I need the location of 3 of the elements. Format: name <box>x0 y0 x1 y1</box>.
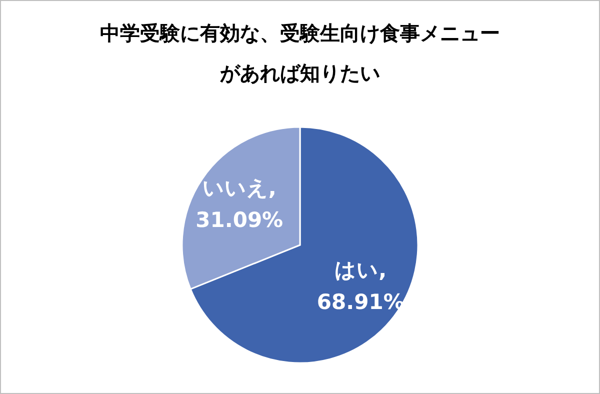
chart-title: 中学受験に有効な、受験生向け食事メニューがあれば知りたい <box>99 20 501 87</box>
slice-label: はい, 68.91% <box>316 258 404 314</box>
slice-label: いいえ, 31.09% <box>196 176 284 232</box>
